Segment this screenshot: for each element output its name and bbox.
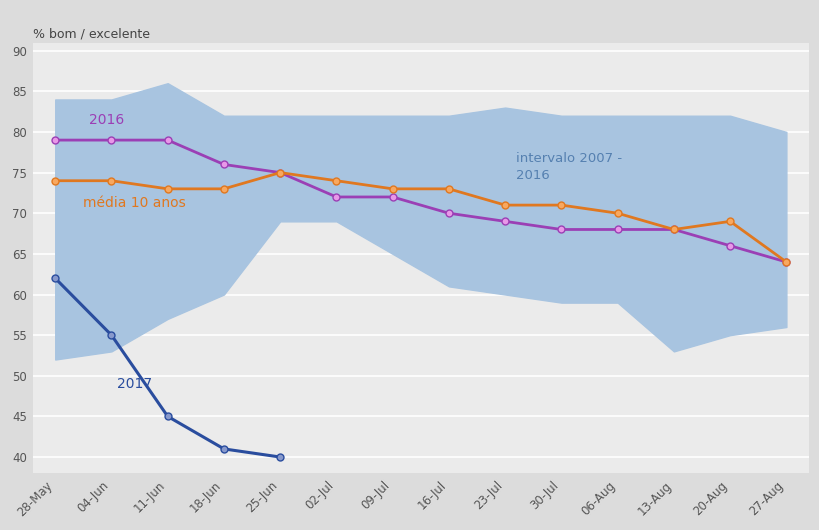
Text: intervalo 2007 -
2016: intervalo 2007 - 2016 bbox=[516, 152, 622, 182]
Text: 2016: 2016 bbox=[89, 113, 124, 127]
Text: 2017: 2017 bbox=[117, 377, 152, 391]
Text: % bom / excelente: % bom / excelente bbox=[33, 27, 150, 40]
Text: média 10 anos: média 10 anos bbox=[84, 196, 186, 210]
